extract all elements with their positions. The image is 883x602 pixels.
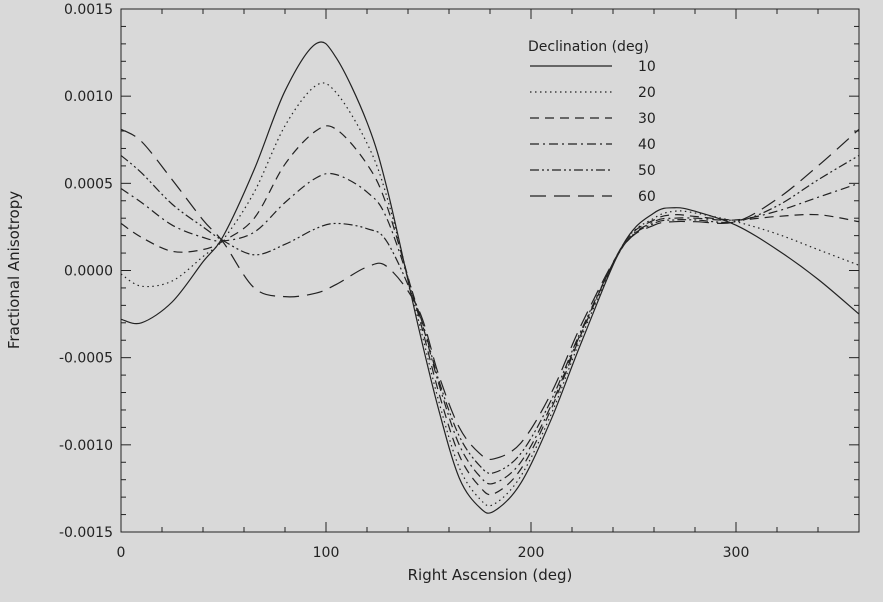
y-tick-label: 0.0015 [64,2,113,18]
legend-title: Declination (deg) [528,39,649,55]
legend-label-10: 10 [638,59,656,75]
series-layer [120,41,860,514]
series-line-30 [120,125,860,496]
legend-label-60: 60 [638,189,656,205]
y-axis-label: Fractional Anisotropy [5,191,23,349]
series-line-50 [120,154,860,474]
y-tick-label: 0.0010 [64,89,113,105]
legend-entries: 10 20 30 40 50 60 [530,59,656,205]
x-tick-label: 300 [723,545,750,561]
y-tick-label: -0.0005 [59,351,113,367]
y-tick-label: 0.0005 [64,176,113,192]
x-tick-label: 100 [313,545,340,561]
y-tick-label: -0.0010 [59,438,113,454]
axes-layer: 0 100 200 300 -0.0015 -0.0010 -0.0005 0.0000 0.0… [59,2,860,561]
legend-label-30: 30 [638,111,656,127]
series-line-20 [120,82,860,507]
series-line-60 [120,128,860,461]
series-line-10 [120,41,860,514]
legend-label-50: 50 [638,163,656,179]
y-tick-label: -0.0015 [59,525,113,541]
legend: Declination (deg) 10 20 30 40 50 60 [528,39,656,205]
series-line-40 [120,172,860,485]
legend-label-40: 40 [638,137,656,153]
plot-frame [120,8,860,533]
y-tick-label: 0.0000 [64,264,113,280]
x-tick-label: 0 [117,545,126,561]
x-axis-label: Right Ascension (deg) [408,566,573,584]
x-tick-label: 200 [518,545,545,561]
legend-label-20: 20 [638,85,656,101]
